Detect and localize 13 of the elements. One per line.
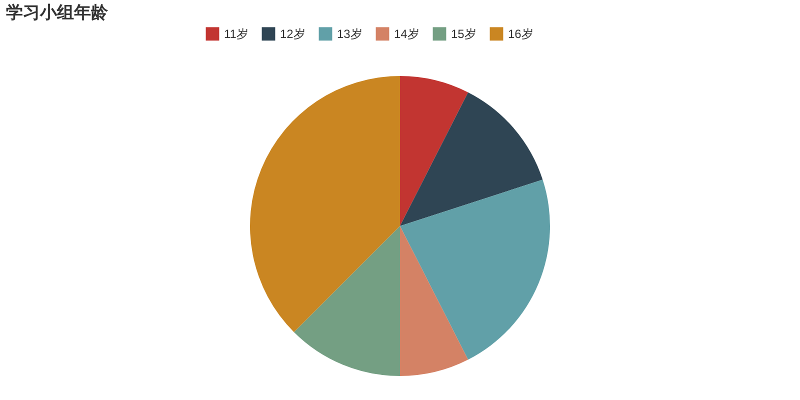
pie-slice <box>400 76 468 226</box>
pie-slice <box>250 76 400 332</box>
legend-label: 12岁 <box>280 26 306 41</box>
legend-label: 15岁 <box>451 26 476 41</box>
legend-label: 11岁 <box>224 26 248 41</box>
text: 学习小组年龄 <box>6 3 109 23</box>
pie-slice <box>294 226 400 376</box>
pie-slice <box>400 226 468 376</box>
pie-slice <box>400 92 543 226</box>
legend-label: 13岁 <box>337 26 362 41</box>
legend-label: 14岁 <box>394 26 420 41</box>
pie-slice <box>400 180 550 360</box>
legend-label: 16岁 <box>508 26 534 41</box>
